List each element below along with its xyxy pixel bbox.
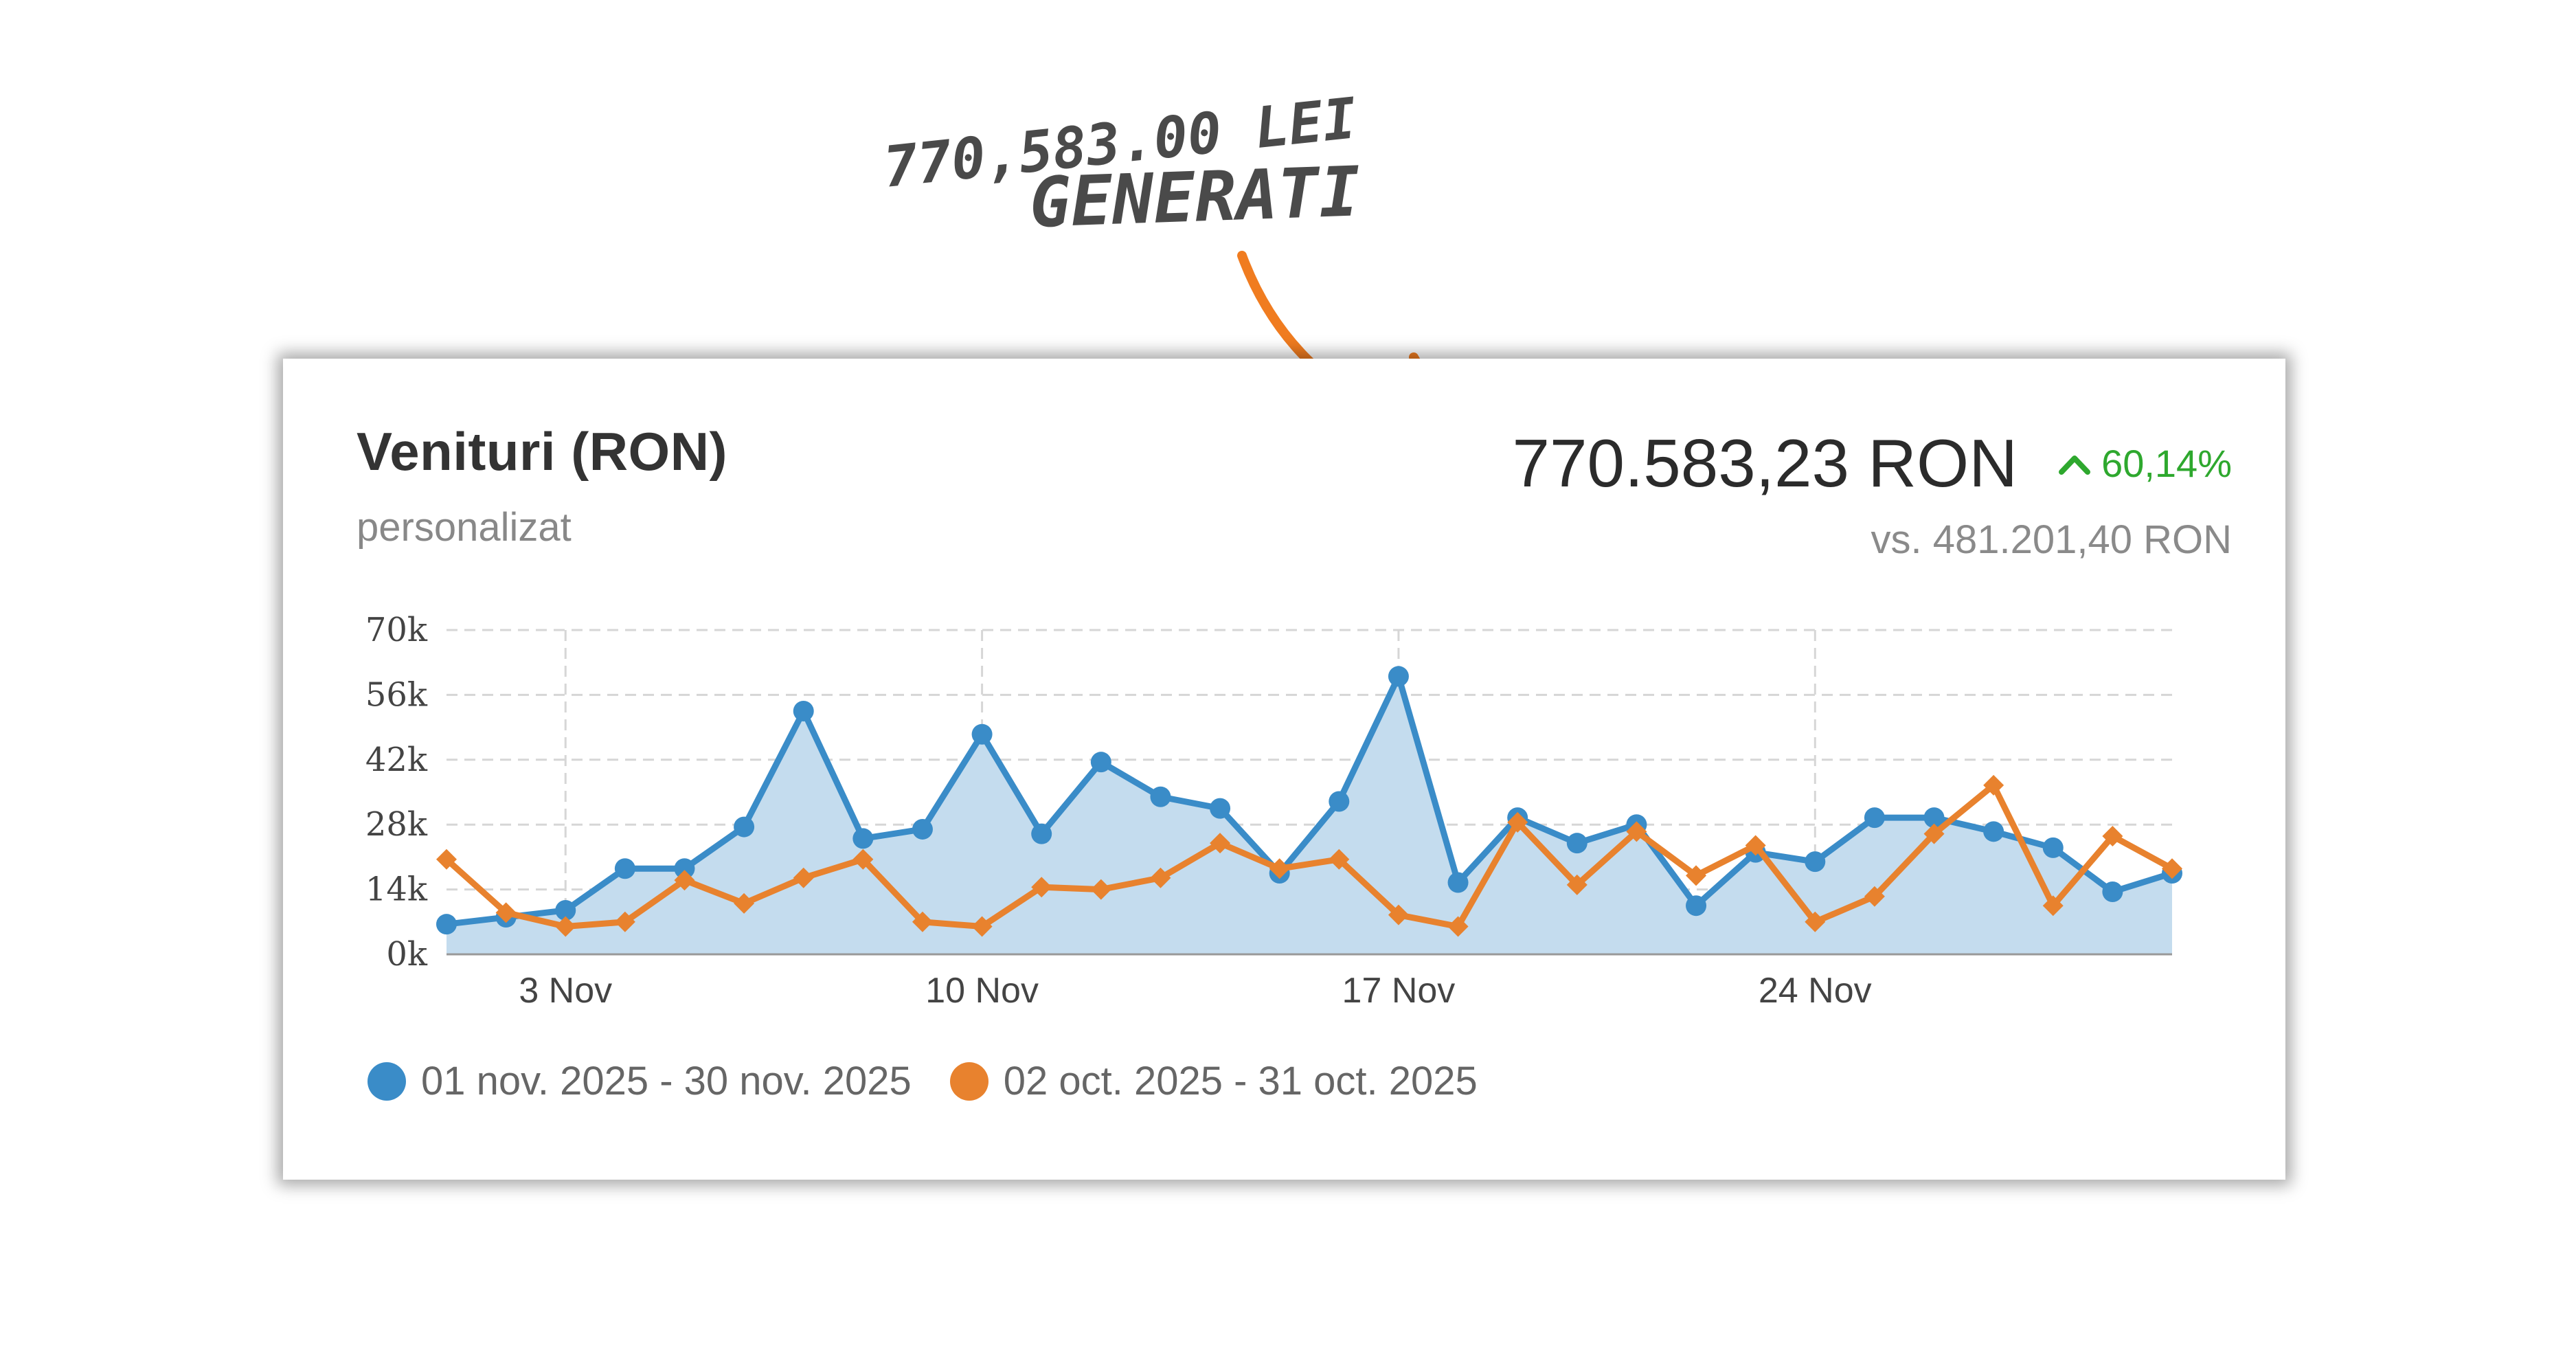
- data-point-current: [1210, 798, 1231, 819]
- kpi-value: 770.583,23 RON: [1512, 425, 2018, 501]
- kpi-change-value: 60,14%: [2101, 442, 2232, 485]
- data-point-current: [1329, 791, 1350, 812]
- data-point-previous: [1507, 811, 1528, 833]
- legend-label-previous: 02 oct. 2025 - 31 oct. 2025: [1003, 1059, 1478, 1103]
- data-point-current: [1566, 833, 1588, 854]
- y-tick-label: 28k: [365, 805, 428, 844]
- data-point-previous: [1864, 886, 1885, 907]
- data-point-previous: [1566, 874, 1588, 895]
- legend-marker-current: [368, 1061, 406, 1101]
- data-point-previous: [1805, 911, 1826, 932]
- data-point-current: [1031, 823, 1052, 844]
- revenue-chart: 0k 14k 28k 42k 56k 70k 3 Nov 10 Nov 17 Nov 24 Nov: [365, 611, 2182, 1011]
- data-point-previous: [1447, 916, 1469, 937]
- series-area-current: [447, 676, 2172, 954]
- data-point-previous: [555, 916, 576, 937]
- data-point-previous: [912, 911, 933, 932]
- y-tick-label: 14k: [365, 870, 428, 909]
- data-point-current: [971, 723, 993, 745]
- data-point-current: [1447, 872, 1469, 893]
- data-point-current: [1388, 666, 1409, 687]
- kpi-compare: vs. 481.201,40 RON: [1871, 517, 2232, 562]
- data-point-current: [614, 858, 635, 879]
- data-point-current: [912, 818, 933, 840]
- data-point-previous: [2102, 826, 2123, 847]
- data-point-previous: [2162, 858, 2182, 879]
- data-point-previous: [2042, 895, 2064, 917]
- data-point-current: [2102, 881, 2123, 902]
- data-point-previous: [495, 902, 517, 923]
- data-point-previous: [1150, 867, 1171, 888]
- legend-item-current[interactable]: 01 nov. 2025 - 30 nov. 2025: [368, 1058, 912, 1104]
- data-point-previous: [1388, 904, 1409, 925]
- data-point-current: [1090, 752, 1111, 773]
- data-point-previous: [1686, 865, 1707, 886]
- y-tick-label: 42k: [365, 741, 428, 779]
- data-point-current: [1686, 895, 1707, 917]
- x-tick-label: 10 Nov: [925, 971, 1039, 1011]
- data-point-previous: [852, 849, 874, 870]
- data-point-previous: [436, 849, 457, 870]
- data-point-current: [555, 899, 576, 921]
- data-point-current: [1923, 807, 1945, 829]
- kpi-change: 60,14%: [2057, 441, 2232, 486]
- data-point-previous: [614, 911, 635, 932]
- data-point-current: [2042, 837, 2064, 858]
- chevron-up-icon: [2059, 455, 2091, 475]
- data-point-current: [1864, 807, 1885, 829]
- data-point-current: [1150, 786, 1171, 807]
- card-subtitle: personalizat: [357, 505, 572, 550]
- series-line-previous: [443, 782, 2176, 930]
- data-point-current: [1805, 851, 1826, 873]
- x-tick-label: 3 Nov: [519, 971, 612, 1011]
- revenue-card: Venituri (RON) personalizat 770.583,23 R…: [283, 359, 2285, 1180]
- x-tick-label: 24 Nov: [1759, 971, 1872, 1011]
- data-point-previous: [793, 867, 814, 888]
- data-point-previous: [1626, 821, 1647, 842]
- x-tick-label: 17 Nov: [1342, 971, 1456, 1011]
- data-point-current: [852, 828, 874, 849]
- data-point-previous: [1031, 877, 1052, 898]
- data-point-previous: [1983, 774, 2004, 796]
- data-point-previous: [674, 870, 695, 891]
- data-point-previous: [1269, 858, 1290, 879]
- data-point-previous: [1923, 823, 1945, 844]
- data-point-previous: [971, 916, 993, 937]
- legend-marker-previous: [949, 1061, 988, 1101]
- y-tick-label: 56k: [365, 675, 428, 714]
- data-point-previous: [1745, 835, 1766, 856]
- data-point-current: [734, 816, 755, 838]
- y-tick-label: 0k: [386, 935, 428, 974]
- data-point-previous: [734, 892, 755, 914]
- data-point-previous: [1090, 879, 1111, 900]
- y-tick-label: 70k: [365, 611, 428, 649]
- legend-item-previous[interactable]: 02 oct. 2025 - 31 oct. 2025: [949, 1058, 1478, 1104]
- annotation-text-generated: GENERATI: [1028, 151, 1362, 243]
- data-point-current: [1983, 821, 2004, 842]
- data-point-previous: [1210, 833, 1231, 854]
- data-point-current: [436, 914, 457, 935]
- legend-label-current: 01 nov. 2025 - 30 nov. 2025: [421, 1059, 912, 1103]
- data-point-current: [793, 701, 814, 721]
- data-point-current: [674, 858, 695, 879]
- card-title: Venituri (RON): [357, 421, 728, 482]
- data-point-previous: [1329, 849, 1350, 870]
- legend: 01 nov. 2025 - 30 nov. 2025 02 oct. 2025…: [368, 1058, 1516, 1104]
